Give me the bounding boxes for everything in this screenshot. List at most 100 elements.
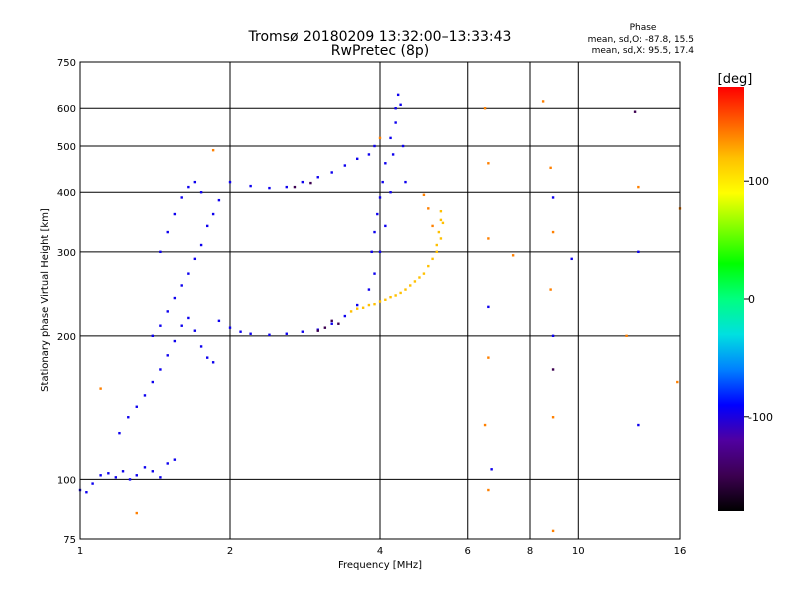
data-point bbox=[370, 250, 373, 254]
data-point bbox=[487, 488, 490, 492]
data-point bbox=[187, 272, 190, 275]
data-point bbox=[551, 196, 555, 199]
data-point bbox=[118, 431, 121, 435]
data-point bbox=[187, 316, 190, 320]
data-point bbox=[114, 476, 118, 479]
data-point bbox=[549, 166, 552, 170]
data-point bbox=[439, 209, 443, 213]
data-point bbox=[143, 466, 147, 469]
data-point bbox=[151, 470, 155, 473]
data-point bbox=[180, 324, 183, 327]
data-point bbox=[316, 329, 319, 332]
data-point bbox=[239, 330, 242, 333]
data-point bbox=[570, 257, 573, 261]
data-point bbox=[343, 164, 347, 167]
data-point bbox=[205, 224, 209, 228]
data-point bbox=[268, 333, 271, 336]
data-point bbox=[249, 184, 252, 188]
y-tick-label: 500 bbox=[57, 142, 76, 153]
y-tick-label: 300 bbox=[57, 248, 76, 259]
data-point bbox=[391, 153, 395, 156]
data-point bbox=[396, 93, 400, 97]
data-point bbox=[99, 474, 102, 477]
grid bbox=[80, 62, 680, 539]
data-point bbox=[301, 330, 305, 333]
data-point bbox=[551, 416, 555, 419]
data-point bbox=[337, 322, 340, 325]
data-point bbox=[394, 121, 397, 124]
data-point bbox=[418, 276, 421, 279]
colorbar bbox=[718, 87, 744, 511]
data-point bbox=[487, 162, 490, 165]
data-point bbox=[511, 254, 515, 257]
data-point bbox=[355, 307, 359, 310]
data-point bbox=[107, 472, 110, 475]
data-point bbox=[394, 294, 397, 297]
data-point bbox=[121, 470, 125, 473]
colorbar-tick-label: 0 bbox=[748, 293, 755, 306]
phase-info-x: mean, sd,X: 95.5, 17.4 bbox=[592, 46, 695, 56]
x-tick-label: 4 bbox=[377, 546, 383, 557]
data-point bbox=[211, 148, 215, 152]
data-point bbox=[293, 185, 297, 189]
data-point bbox=[166, 230, 169, 234]
data-point bbox=[409, 284, 412, 287]
data-point bbox=[378, 196, 382, 199]
data-point bbox=[143, 394, 147, 397]
data-point bbox=[211, 212, 215, 216]
data-point bbox=[151, 380, 155, 384]
data-point bbox=[330, 171, 333, 174]
data-point bbox=[367, 153, 371, 156]
data-point bbox=[676, 380, 679, 384]
data-point bbox=[394, 107, 397, 110]
y-tick-label: 750 bbox=[57, 58, 76, 69]
y-tick-label: 100 bbox=[57, 475, 76, 486]
chart-title: Tromsø 20180209 13:32:00–13:33:43 bbox=[248, 29, 512, 45]
data-point bbox=[228, 180, 232, 184]
data-point bbox=[483, 423, 487, 427]
data-point bbox=[159, 250, 162, 254]
data-point bbox=[404, 180, 407, 184]
data-point bbox=[378, 136, 382, 140]
data-point bbox=[361, 306, 365, 309]
data-point bbox=[205, 356, 209, 359]
data-point bbox=[422, 272, 426, 275]
x-tick-label: 10 bbox=[572, 546, 585, 557]
data-point bbox=[441, 221, 445, 225]
x-tick-label: 16 bbox=[674, 546, 687, 557]
data-point bbox=[91, 482, 94, 485]
data-point bbox=[487, 237, 490, 240]
data-point bbox=[173, 339, 177, 343]
data-point bbox=[166, 310, 169, 313]
data-point bbox=[285, 185, 288, 189]
x-tick-label: 2 bbox=[227, 546, 233, 557]
data-point bbox=[551, 529, 555, 533]
x-axis-label: Frequency [MHz] bbox=[338, 560, 422, 571]
data-point bbox=[193, 329, 197, 332]
data-point bbox=[487, 305, 490, 309]
data-point bbox=[180, 196, 183, 199]
data-point bbox=[330, 322, 333, 325]
data-point bbox=[625, 334, 628, 338]
data-point bbox=[99, 387, 102, 390]
data-point bbox=[435, 250, 438, 254]
data-point bbox=[151, 334, 155, 338]
data-point bbox=[173, 212, 177, 216]
data-point bbox=[384, 162, 387, 165]
data-point bbox=[135, 511, 138, 515]
data-point bbox=[330, 319, 333, 323]
data-point bbox=[551, 230, 555, 234]
data-point bbox=[422, 193, 426, 197]
y-tick-label: 400 bbox=[57, 188, 76, 199]
data-point bbox=[439, 218, 443, 222]
data-point bbox=[389, 191, 392, 194]
data-point bbox=[166, 462, 169, 465]
data-point bbox=[355, 303, 359, 307]
phase-info-title: Phase bbox=[630, 23, 657, 33]
y-axis-ticks: 75 100 200 300 400 500 600 750 bbox=[57, 58, 76, 546]
data-point bbox=[323, 326, 327, 329]
data-point bbox=[159, 368, 162, 371]
y-axis-label: Stationary phase Virtual Height [km] bbox=[40, 208, 51, 392]
